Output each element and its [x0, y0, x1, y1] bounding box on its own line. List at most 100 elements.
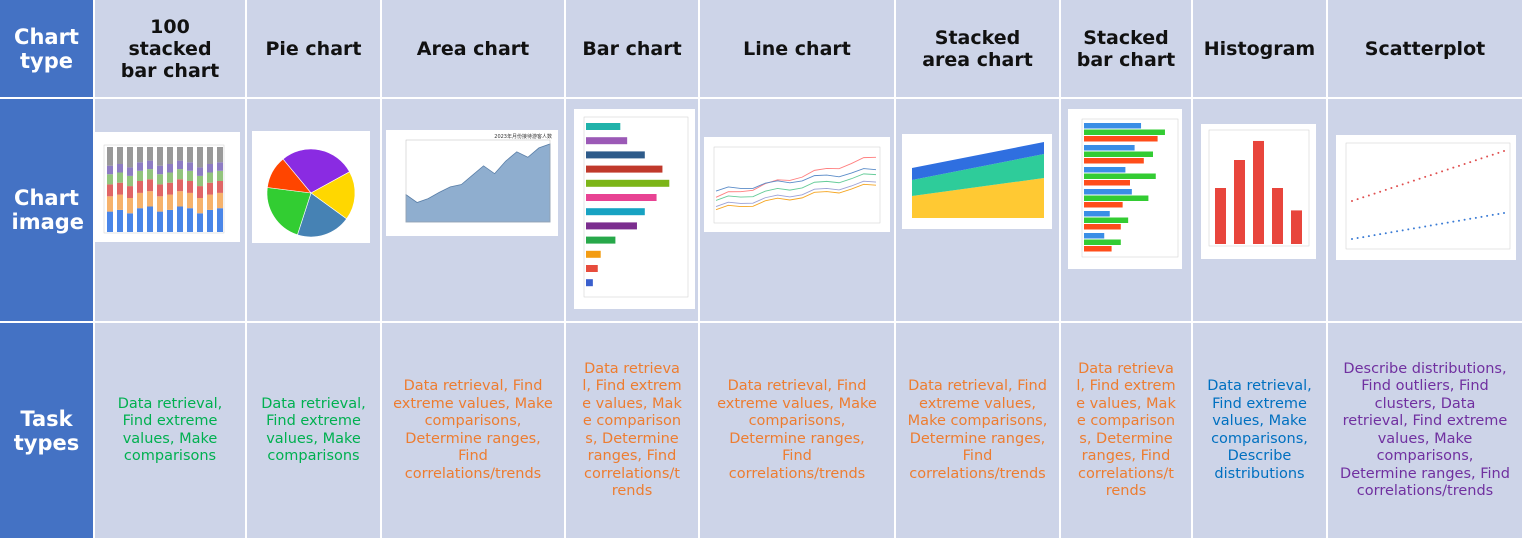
- scatter-point: [1480, 157, 1483, 160]
- scatter-point: [1356, 237, 1359, 240]
- stacked-segment: [217, 147, 223, 163]
- scatter-point: [1362, 196, 1365, 199]
- stacked-segment: [117, 209, 123, 232]
- stacked-segment: [157, 174, 163, 185]
- scatter-point: [1474, 216, 1477, 219]
- scatter-point: [1469, 217, 1472, 220]
- stacked-segment: [107, 165, 113, 175]
- bar-segment: [1084, 151, 1153, 157]
- task-list: Data retrieval, Find extreme values, Mak…: [717, 378, 877, 482]
- line-series: [715, 183, 877, 211]
- bar-segment: [1084, 123, 1142, 129]
- scatter-point: [1356, 198, 1359, 201]
- task-cell-bar: Data retrieval, Find extreme values, Mak…: [566, 323, 698, 538]
- bar: [586, 194, 657, 201]
- area-layer: [912, 178, 1044, 218]
- image-cell-pie: [247, 99, 380, 321]
- scatter-point: [1424, 225, 1427, 228]
- stacked-segment: [127, 213, 133, 232]
- scatter-point: [1373, 234, 1376, 237]
- column-header-label: Bar chart: [582, 37, 682, 60]
- scatter-point: [1384, 188, 1387, 191]
- column-header-histogram: Histogram: [1193, 0, 1326, 97]
- stacked-segment: [157, 147, 163, 166]
- stacked-segment: [117, 164, 123, 173]
- line-series: [715, 180, 877, 208]
- stacked-segment: [117, 172, 123, 183]
- bar: [586, 137, 628, 145]
- column-header-stacked-bar: Stacked bar chart: [1061, 0, 1191, 97]
- line-series: [715, 168, 877, 192]
- column-header-label: Scatterplot: [1364, 37, 1486, 60]
- stacked-segment: [177, 206, 183, 232]
- column-header-stacked-area: Stacked area chart: [896, 0, 1059, 97]
- stacked-segment: [197, 175, 203, 187]
- stacked-segment: [137, 170, 143, 181]
- bar-segment: [1084, 233, 1105, 239]
- stacked-segment: [157, 196, 163, 212]
- bar-segment: [1084, 158, 1144, 164]
- image-cell-stacked-bar: [1061, 99, 1191, 321]
- histogram-bin: [1234, 160, 1245, 244]
- histogram-bin: [1215, 188, 1226, 244]
- plot-frame: [1208, 129, 1310, 247]
- task-cell-stacked-bar: Data retrieval, Find extreme values, Mak…: [1061, 323, 1191, 538]
- task-cell-scatterplot: Describe distributions, Find outliers, F…: [1328, 323, 1522, 538]
- stacked-segment: [127, 167, 133, 176]
- stacked-segment: [117, 182, 123, 195]
- task-list: Describe distributions, Find outliers, F…: [1340, 360, 1510, 500]
- thumbnail-histogram: [1201, 124, 1316, 259]
- stacked-segment: [197, 198, 203, 214]
- scatter-point: [1418, 226, 1421, 229]
- bar-segment: [1084, 173, 1156, 179]
- column-header-pie: Pie chart: [247, 0, 380, 97]
- bar-segment: [1084, 246, 1112, 252]
- task-list: Data retrieval, Find extreme values, Mak…: [582, 360, 682, 500]
- task-list: Data retrieval, Find extreme values, Mak…: [1076, 360, 1176, 500]
- image-cell-area: 2023年月份接待游客人数: [382, 99, 564, 321]
- column-header-line: Line chart: [700, 0, 894, 97]
- bar-segment: [1084, 239, 1121, 245]
- scatter-point: [1463, 218, 1466, 221]
- plot-frame: [583, 116, 689, 298]
- stacked-segment: [187, 147, 193, 163]
- scatter-point: [1367, 235, 1370, 238]
- thumbnail-area: 2023年月份接待游客人数: [386, 130, 558, 236]
- scatter-point: [1396, 230, 1399, 233]
- stacked-segment: [137, 181, 143, 193]
- column-header-label: Line chart: [743, 37, 851, 60]
- stacked-segment: [117, 147, 123, 164]
- pie-slice: [297, 192, 348, 238]
- image-cell-line: [700, 99, 894, 321]
- column-header-scatterplot: Scatterplot: [1328, 0, 1522, 97]
- bar: [586, 123, 621, 130]
- bar: [586, 165, 663, 173]
- stacked-segment: [217, 162, 223, 171]
- thumbnail-pie: [252, 131, 370, 243]
- scatter-point: [1424, 175, 1427, 178]
- row-header-task-types-label: Task types: [13, 406, 80, 455]
- task-list: Data retrieval, Find extreme values, Mak…: [393, 378, 553, 482]
- stacked-segment: [127, 175, 133, 187]
- stacked-segment: [107, 211, 113, 232]
- stacked-segment: [217, 192, 223, 209]
- column-header-label: Stacked area chart: [922, 26, 1033, 71]
- line-series: [715, 173, 877, 201]
- task-cell-100-stacked-bar: Data retrieval, Find extreme values, Mak…: [95, 323, 245, 538]
- scatter-point: [1412, 179, 1415, 182]
- bar-segment: [1084, 129, 1165, 135]
- bar: [586, 279, 593, 287]
- stacked-segment: [127, 186, 133, 198]
- stacked-segment: [197, 213, 203, 232]
- column-header-label: Pie chart: [265, 37, 362, 60]
- stacked-segment: [197, 167, 203, 176]
- thumbnail-line: [704, 137, 890, 232]
- scatter-point: [1379, 190, 1382, 193]
- thumbnail-100-stacked-bar: [95, 132, 240, 242]
- scatter-point: [1367, 194, 1370, 197]
- stacked-segment: [197, 147, 203, 168]
- scatter-point: [1503, 150, 1505, 152]
- scatter-point: [1418, 177, 1421, 180]
- scatter-point: [1407, 181, 1410, 184]
- area-layer: [912, 142, 1044, 180]
